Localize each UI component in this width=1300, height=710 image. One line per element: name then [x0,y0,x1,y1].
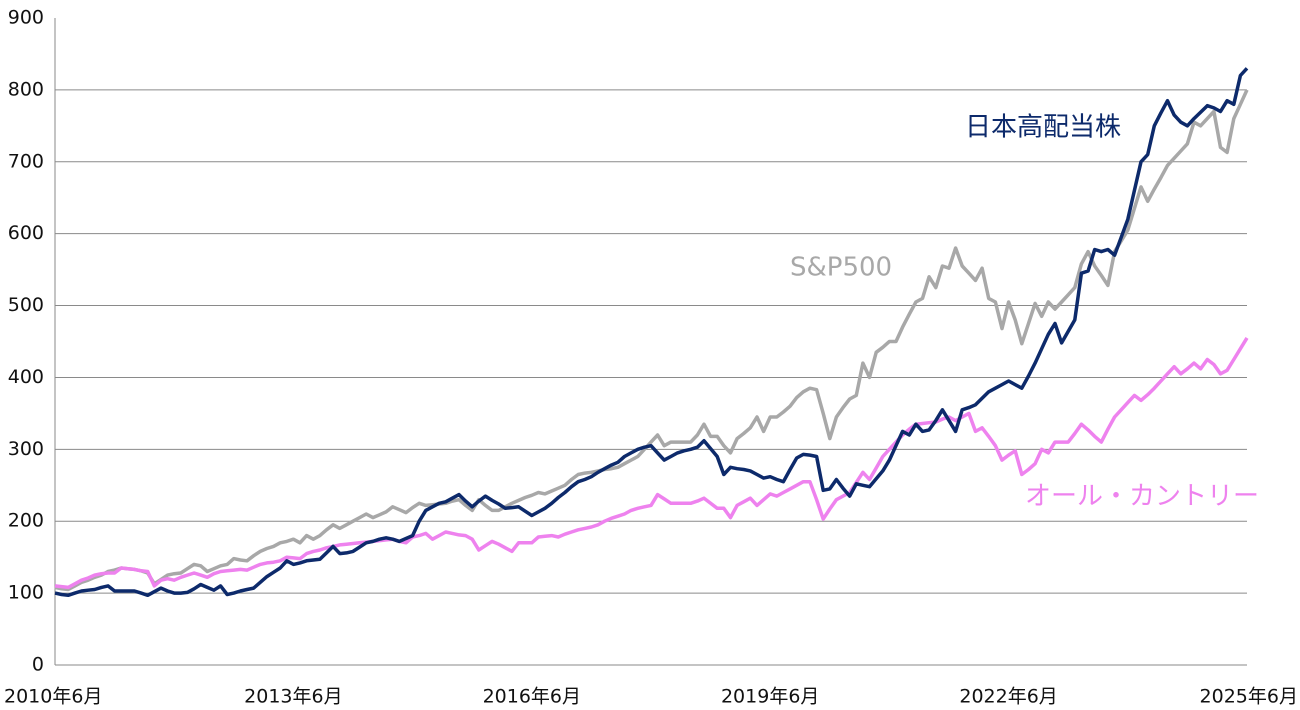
x-tick-label: 2025年6月 [1200,686,1298,708]
series-label: S&P500 [790,253,892,283]
series-line [54,89,1249,592]
x-tick-label: 2016年6月 [483,686,581,708]
y-tick-label: 900 [8,7,44,29]
y-tick-label: 500 [8,294,44,316]
y-tick-label: 300 [8,438,44,460]
x-tick-label: 2019年6月 [721,686,819,708]
y-tick-label: 400 [8,366,44,388]
series-line [54,336,1249,590]
y-tick-label: 600 [8,222,44,244]
x-tick-label: 2010年6月 [4,686,102,708]
series-label: 日本高配当株 [965,113,1121,143]
y-tick-label: 0 [32,654,44,676]
series-label: オール・カントリー [1025,482,1259,512]
series-line [54,67,1249,598]
y-tick-label: 800 [8,78,44,100]
y-tick-label: 200 [8,510,44,532]
y-tick-label: 700 [8,150,44,172]
y-tick-label: 100 [8,582,44,604]
x-tick-label: 2022年6月 [959,686,1057,708]
x-tick-label: 2013年6月 [244,686,342,708]
